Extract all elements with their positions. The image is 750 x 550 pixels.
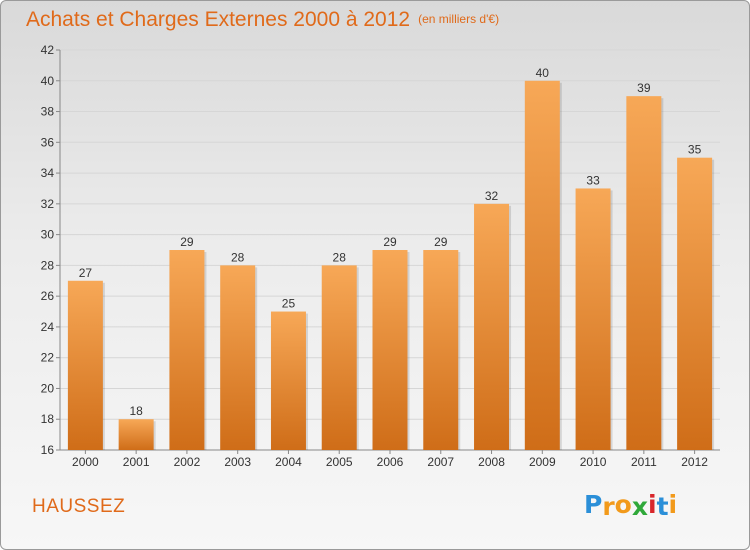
bar-2007 — [423, 250, 459, 450]
chart-title: Achats et Charges Externes 2000 à 2012 (e… — [26, 8, 499, 32]
y-tick-labels: 16 18 20 22 24 26 28 30 32 34 36 38 40 42 — [41, 43, 55, 457]
bar-value-label: 32 — [485, 189, 499, 203]
bar-value-label: 25 — [282, 297, 296, 311]
x-tick-label: 2004 — [275, 455, 302, 469]
x-tick-label: 2003 — [224, 455, 251, 469]
y-tick-label: 34 — [41, 166, 55, 180]
logo-letter: x — [631, 492, 648, 521]
bar-value-label: 29 — [434, 235, 448, 249]
logo-letter: t — [656, 492, 669, 521]
bar-2000 — [67, 280, 103, 450]
bar-2002 — [169, 250, 205, 450]
y-tick-label: 18 — [41, 412, 55, 426]
chart-unit: (en milliers d'€) — [418, 12, 500, 26]
y-tick-label: 16 — [41, 443, 55, 457]
x-tick-label: 2006 — [377, 455, 404, 469]
x-tick-label: 2001 — [123, 455, 150, 469]
y-tick-label: 42 — [41, 43, 55, 57]
y-tick-label: 38 — [41, 105, 55, 119]
bars — [67, 80, 715, 451]
bar-2011 — [626, 96, 662, 451]
x-tick-label: 2007 — [427, 455, 454, 469]
y-tick-label: 32 — [41, 197, 55, 211]
logo-letter: r — [602, 492, 615, 521]
x-tick-label: 2009 — [529, 455, 556, 469]
y-tick-label: 36 — [41, 135, 55, 149]
y-tick-label: 40 — [41, 74, 55, 88]
bar-2003 — [220, 265, 256, 450]
logo-letter: P — [584, 490, 603, 519]
bar-value-label: 28 — [333, 250, 347, 264]
y-tick-label: 24 — [41, 320, 55, 334]
x-tick-labels: 2000 2001 2002 2003 2004 2005 2006 2007 2008 2009… — [72, 455, 708, 469]
x-tick-label: 2005 — [326, 455, 353, 469]
bar-value-label: 39 — [637, 81, 651, 95]
y-tick-label: 20 — [41, 381, 55, 395]
y-tick-label: 22 — [41, 351, 55, 365]
proxiti-logo: Proxiti — [584, 490, 678, 521]
bar-value-label: 29 — [180, 235, 194, 249]
x-tick-label: 2002 — [174, 455, 201, 469]
y-tick-label: 30 — [41, 228, 55, 242]
bar-value-label: 28 — [231, 250, 245, 264]
bar-2006 — [372, 250, 408, 450]
chart-title-text: Achats et Charges Externes 2000 à 2012 — [26, 8, 411, 31]
bar-value-label: 40 — [536, 66, 550, 80]
bar-value-label: 35 — [688, 143, 702, 157]
bar-value-label: 27 — [79, 266, 93, 280]
logo-letter: i — [668, 490, 678, 519]
bar-value-label: 29 — [383, 235, 397, 249]
bar-2010 — [575, 188, 611, 450]
bar-2008 — [474, 203, 510, 450]
x-tick-label: 2008 — [478, 455, 505, 469]
x-tick-label: 2000 — [72, 455, 99, 469]
bar-2012 — [677, 157, 713, 450]
value-labels: 27 18 29 28 25 28 29 29 32 40 33 39 35 — [79, 66, 702, 418]
y-tick-label: 28 — [41, 258, 55, 272]
bar-value-label: 18 — [129, 404, 143, 418]
x-tick-label: 2011 — [631, 455, 657, 469]
logo-letter: i — [648, 490, 657, 519]
bar-value-label: 33 — [586, 173, 600, 187]
bar-2009 — [524, 80, 560, 451]
bar-2001 — [118, 419, 154, 450]
commune-name: HAUSSEZ — [32, 496, 126, 517]
bar-2005 — [321, 265, 357, 450]
y-tick-label: 26 — [41, 289, 55, 303]
logo-letter: o — [614, 490, 632, 519]
x-tick-label: 2012 — [681, 455, 708, 469]
x-tick-label: 2010 — [580, 455, 607, 469]
bar-2004 — [270, 311, 306, 450]
